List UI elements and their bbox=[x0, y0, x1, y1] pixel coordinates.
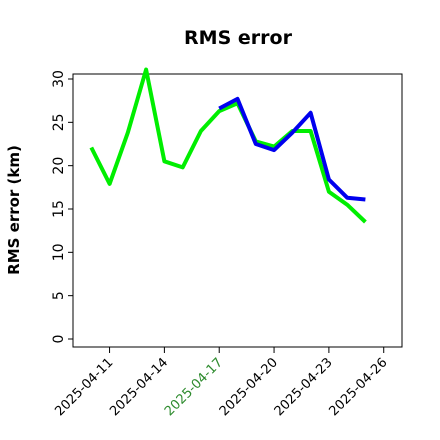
y-tick-label: 0 bbox=[51, 335, 67, 344]
y-axis-label: RMS error (km) bbox=[5, 145, 23, 275]
y-tick-label: 25 bbox=[51, 113, 67, 131]
y-tick-label: 5 bbox=[51, 291, 67, 300]
plot-area bbox=[72, 73, 403, 348]
x-tick-label: 2025-04-14 bbox=[107, 355, 171, 419]
x-tick-label: 2025-04-26 bbox=[327, 355, 391, 419]
x-tick-label: 2025-04-20 bbox=[217, 355, 281, 419]
x-tick-label: 2025-04-11 bbox=[52, 355, 116, 419]
x-tick-label: 2025-04-23 bbox=[272, 355, 336, 419]
chart-title: RMS error bbox=[184, 27, 293, 49]
series-line-green bbox=[89, 67, 367, 224]
x-axis: 2025-04-112025-04-142025-04-172025-04-20… bbox=[52, 347, 391, 419]
y-tick-label: 15 bbox=[51, 200, 67, 218]
y-tick-label: 20 bbox=[51, 157, 67, 175]
x-tick-label: 2025-04-17 bbox=[162, 355, 226, 419]
y-axis: 0 5 10 15 20 25 30 bbox=[51, 70, 73, 343]
series-layer bbox=[89, 67, 367, 224]
y-tick-label: 10 bbox=[51, 243, 67, 261]
series-line-blue bbox=[218, 96, 366, 202]
y-tick-label: 30 bbox=[51, 70, 67, 88]
